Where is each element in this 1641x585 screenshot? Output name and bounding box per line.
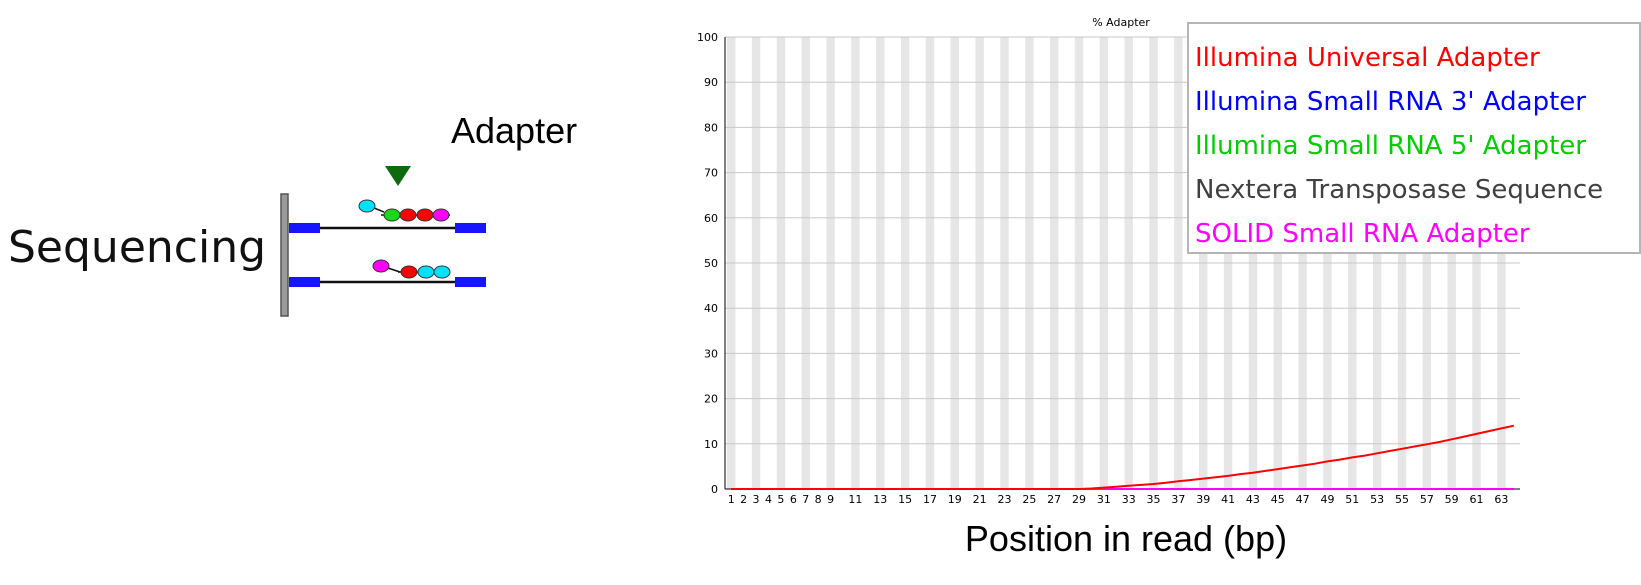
x-tick-label: 29 <box>1072 493 1086 506</box>
x-tick-label: 61 <box>1470 493 1484 506</box>
y-tick-label: 30 <box>704 347 718 360</box>
right-block-top <box>455 223 486 233</box>
legend-entry: Illumina Universal Adapter <box>1195 43 1540 73</box>
x-tick-label: 1 <box>728 493 735 506</box>
series-lines <box>731 424 1515 490</box>
x-tick-label: 4 <box>765 493 772 506</box>
x-tick-label: 47 <box>1296 493 1310 506</box>
x-tick-label: 59 <box>1445 493 1459 506</box>
x-tick-label: 13 <box>873 493 887 506</box>
legend-entry: SOLID Small RNA Adapter <box>1195 219 1530 249</box>
legend-entry: Nextera Transposase Sequence <box>1195 175 1603 205</box>
bead-magenta <box>432 208 450 222</box>
x-tick-label: 41 <box>1221 493 1235 506</box>
x-tick-label: 8 <box>815 493 822 506</box>
x-tick-label: 2 <box>740 493 747 506</box>
bead-link <box>373 207 385 213</box>
left-block-bottom <box>289 277 320 287</box>
x-tick-label: 55 <box>1395 493 1409 506</box>
left-block-top <box>289 223 320 233</box>
x-tick-label: 9 <box>827 493 834 506</box>
x-tick-label: 53 <box>1370 493 1384 506</box>
x-axis-label: Position in read (bp) <box>965 518 1287 559</box>
legend-box <box>1187 22 1641 254</box>
x-tick-label: 17 <box>923 493 937 506</box>
bead-cyan <box>433 265 451 279</box>
x-tick-label: 51 <box>1345 493 1359 506</box>
y-tick-label: 60 <box>704 212 718 225</box>
y-tick-label: 100 <box>697 31 718 44</box>
chart-title: % Adapter <box>1092 16 1150 29</box>
x-tick-label: 45 <box>1271 493 1285 506</box>
y-tick-label: 70 <box>704 167 718 180</box>
x-tick-label: 15 <box>898 493 912 506</box>
x-tick-label: 43 <box>1246 493 1260 506</box>
schematic-drawing <box>280 166 486 317</box>
x-tick-label: 19 <box>948 493 962 506</box>
x-tick-label: 37 <box>1171 493 1185 506</box>
y-tick-label: 20 <box>704 393 718 406</box>
x-tick-label: 33 <box>1122 493 1136 506</box>
y-tick-label: 80 <box>704 121 718 134</box>
legend: Illumina Universal Adapter Illumina Small… <box>1187 22 1641 254</box>
y-tick-label: 40 <box>704 302 718 315</box>
x-tick-label: 23 <box>997 493 1011 506</box>
x-tick-labels: 1 2 3 4 5 6 7 8 9 11 13 15 17 19 21 23 25 27 29 31 33 35 37 39 4… <box>728 493 1509 506</box>
y-tick-label: 50 <box>704 257 718 270</box>
flowcell-frame <box>280 193 289 317</box>
series-line <box>731 424 1515 490</box>
sequencing-schematic: Sequencing Adapter <box>0 0 620 585</box>
x-tick-label: 7 <box>802 493 809 506</box>
x-tick-label: 31 <box>1097 493 1111 506</box>
sequencing-label: Sequencing <box>8 222 267 273</box>
y-tick-label: 0 <box>711 483 718 496</box>
x-tick-label: 5 <box>777 493 784 506</box>
x-tick-label: 3 <box>753 493 760 506</box>
x-tick-label: 21 <box>973 493 987 506</box>
x-tick-label: 35 <box>1147 493 1161 506</box>
y-tick-label: 10 <box>704 438 718 451</box>
bead-magenta <box>372 259 390 273</box>
x-tick-label: 49 <box>1320 493 1334 506</box>
x-tick-label: 25 <box>1022 493 1036 506</box>
right-block-bottom <box>455 277 486 287</box>
bead-red <box>400 265 418 279</box>
legend-entry: Illumina Small RNA 5' Adapter <box>1195 131 1586 161</box>
x-tick-label: 27 <box>1047 493 1061 506</box>
legend-entry: Illumina Small RNA 3' Adapter <box>1195 87 1586 117</box>
bead-red <box>399 208 417 222</box>
x-tick-label: 63 <box>1494 493 1508 506</box>
bead-cyan <box>358 199 376 213</box>
x-tick-label: 11 <box>848 493 862 506</box>
adapter-marker-triangle <box>385 166 411 186</box>
y-tick-labels: 0 10 20 30 40 50 60 70 80 90 100 <box>697 31 718 496</box>
x-tick-label: 57 <box>1420 493 1434 506</box>
x-tick-label: 39 <box>1196 493 1210 506</box>
x-tick-label: 6 <box>790 493 797 506</box>
adapter-label: Adapter <box>451 110 578 151</box>
y-tick-label: 90 <box>704 76 718 89</box>
